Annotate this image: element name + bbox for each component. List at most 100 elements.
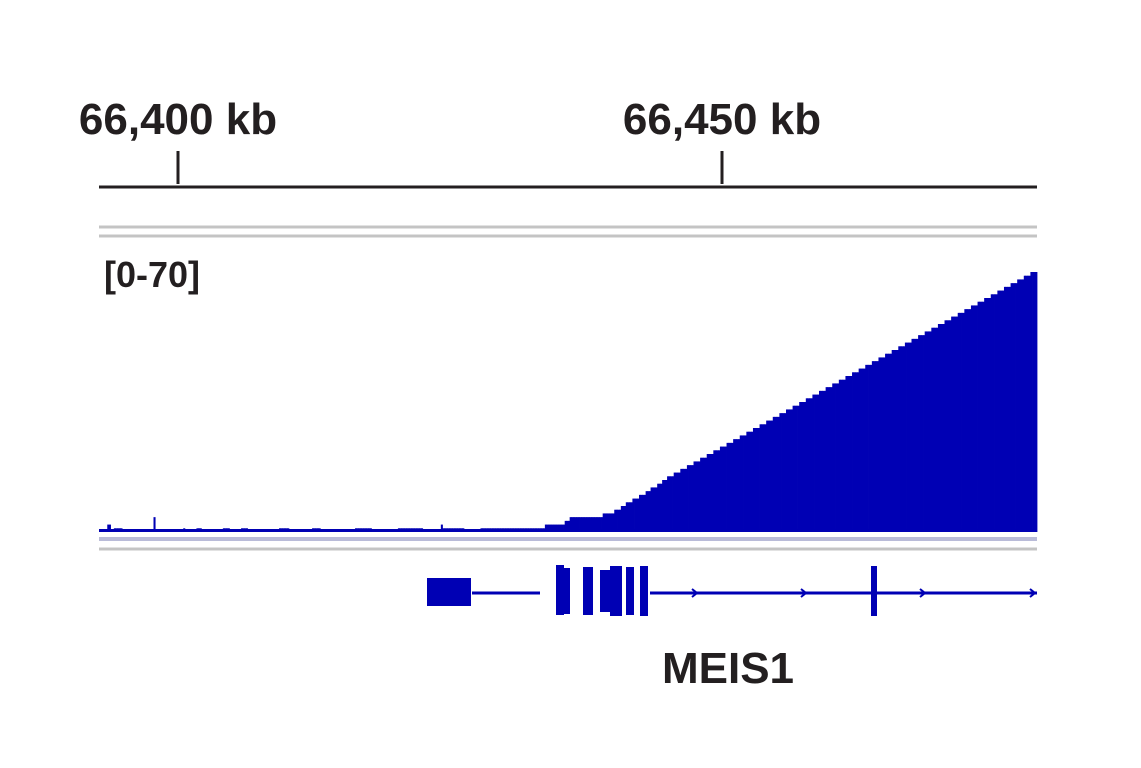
coverage-bar [739, 435, 742, 532]
coverage-bar [871, 361, 874, 532]
gene-exon [610, 566, 622, 616]
coverage-bar [861, 368, 864, 532]
coverage-bar [984, 298, 987, 532]
coverage-bar [706, 454, 709, 532]
coverage-bar [495, 528, 498, 532]
coverage-bar [982, 301, 985, 532]
coverage-bar [601, 517, 604, 532]
coverage-bar [579, 517, 582, 532]
coverage-bar [913, 338, 916, 532]
coverage-bar [866, 364, 869, 532]
coverage-bar [880, 357, 883, 532]
coverage-bar [574, 517, 577, 532]
coverage-bar [999, 290, 1002, 532]
coverage-bar [369, 528, 372, 532]
coverage-bar [994, 294, 997, 532]
coverage-bar [120, 528, 123, 532]
coverage-bar [658, 483, 661, 532]
coverage-bar [546, 524, 549, 532]
coverage-bar [899, 346, 902, 532]
coverage-bar [820, 390, 823, 532]
coverage-bar [923, 335, 926, 532]
coverage-bar [784, 413, 787, 532]
coverage-bar [893, 350, 896, 532]
coverage-bar [789, 409, 792, 532]
strand-arrow-icon [1029, 588, 1037, 598]
coverage-bar [1027, 275, 1030, 532]
coverage-bar [865, 364, 868, 532]
coverage-bar [810, 398, 813, 532]
coverage-bar [1022, 279, 1025, 532]
coverage-bar [819, 390, 822, 532]
coverage-bar [539, 528, 542, 532]
coverage-bar [804, 402, 807, 532]
coverage-bar [442, 528, 445, 532]
coverage-bar [627, 502, 630, 532]
coverage-bar [901, 346, 904, 532]
coverage-bar [1017, 279, 1020, 532]
coverage-bar [870, 364, 873, 532]
coverage-bar [516, 528, 519, 532]
coverage-bar [226, 528, 229, 532]
coverage-bar [622, 506, 625, 532]
coverage-bar [404, 528, 407, 532]
coverage-bar [1008, 286, 1011, 532]
coverage-bar [630, 502, 633, 532]
coverage-bar [411, 528, 414, 532]
coverage-bar [681, 468, 684, 532]
gene-exon [556, 565, 564, 615]
ruler: 66,400 kb 66,450 kb [79, 95, 1037, 189]
coverage-bar [911, 338, 914, 532]
coverage-bar [604, 513, 607, 532]
coverage-bar [667, 476, 670, 532]
coverage-bar [995, 294, 998, 532]
coverage-bar [1033, 272, 1036, 532]
coverage-bar [526, 528, 529, 532]
coverage-bar [944, 320, 947, 532]
coverage-bar [493, 528, 496, 532]
coverage-bar [878, 357, 881, 532]
coverage-bar [634, 498, 637, 532]
coverage-bar [751, 431, 754, 532]
coverage-bar [926, 331, 929, 532]
coverage-bar [771, 420, 774, 532]
coverage-bar [1003, 286, 1007, 532]
coverage-bar [1030, 272, 1033, 532]
coverage-bar [662, 480, 665, 532]
coverage-bar [936, 327, 939, 532]
coverage-bar [688, 465, 691, 532]
coverage-bar [652, 487, 655, 532]
coverage-bar [916, 338, 919, 532]
coverage-bar [113, 528, 116, 532]
coverage-bar [285, 528, 288, 532]
coverage-bar [445, 528, 448, 532]
coverage-bar [224, 528, 227, 532]
coverage-bar [592, 517, 595, 532]
coverage-bar [690, 465, 693, 532]
coverage-bar [924, 331, 927, 532]
coverage-bar [594, 517, 597, 532]
coverage-bar [942, 324, 945, 532]
coverage-bar [508, 528, 511, 532]
coverage-bar [792, 405, 795, 532]
coverage-bar [361, 528, 364, 532]
coverage-bar [842, 379, 845, 532]
strand-arrow-icon [919, 588, 927, 598]
coverage-bar [748, 431, 751, 532]
coverage-bar [280, 528, 283, 532]
coverage-bar [107, 524, 110, 532]
coverage-bar [1007, 286, 1010, 532]
coverage-bar [356, 528, 359, 532]
coverage-bar [701, 457, 704, 532]
coverage-bar [316, 528, 320, 532]
coverage-bar [716, 450, 719, 532]
coverage-bar [460, 528, 463, 532]
coverage-bar [710, 454, 713, 532]
coverage-bar [752, 428, 756, 532]
coverage-bar [444, 528, 447, 532]
coverage-bar [743, 435, 746, 532]
coverage-bar [596, 517, 599, 532]
coverage-bar [569, 517, 572, 532]
coverage-bar [483, 528, 486, 532]
coverage-bar [956, 316, 959, 532]
